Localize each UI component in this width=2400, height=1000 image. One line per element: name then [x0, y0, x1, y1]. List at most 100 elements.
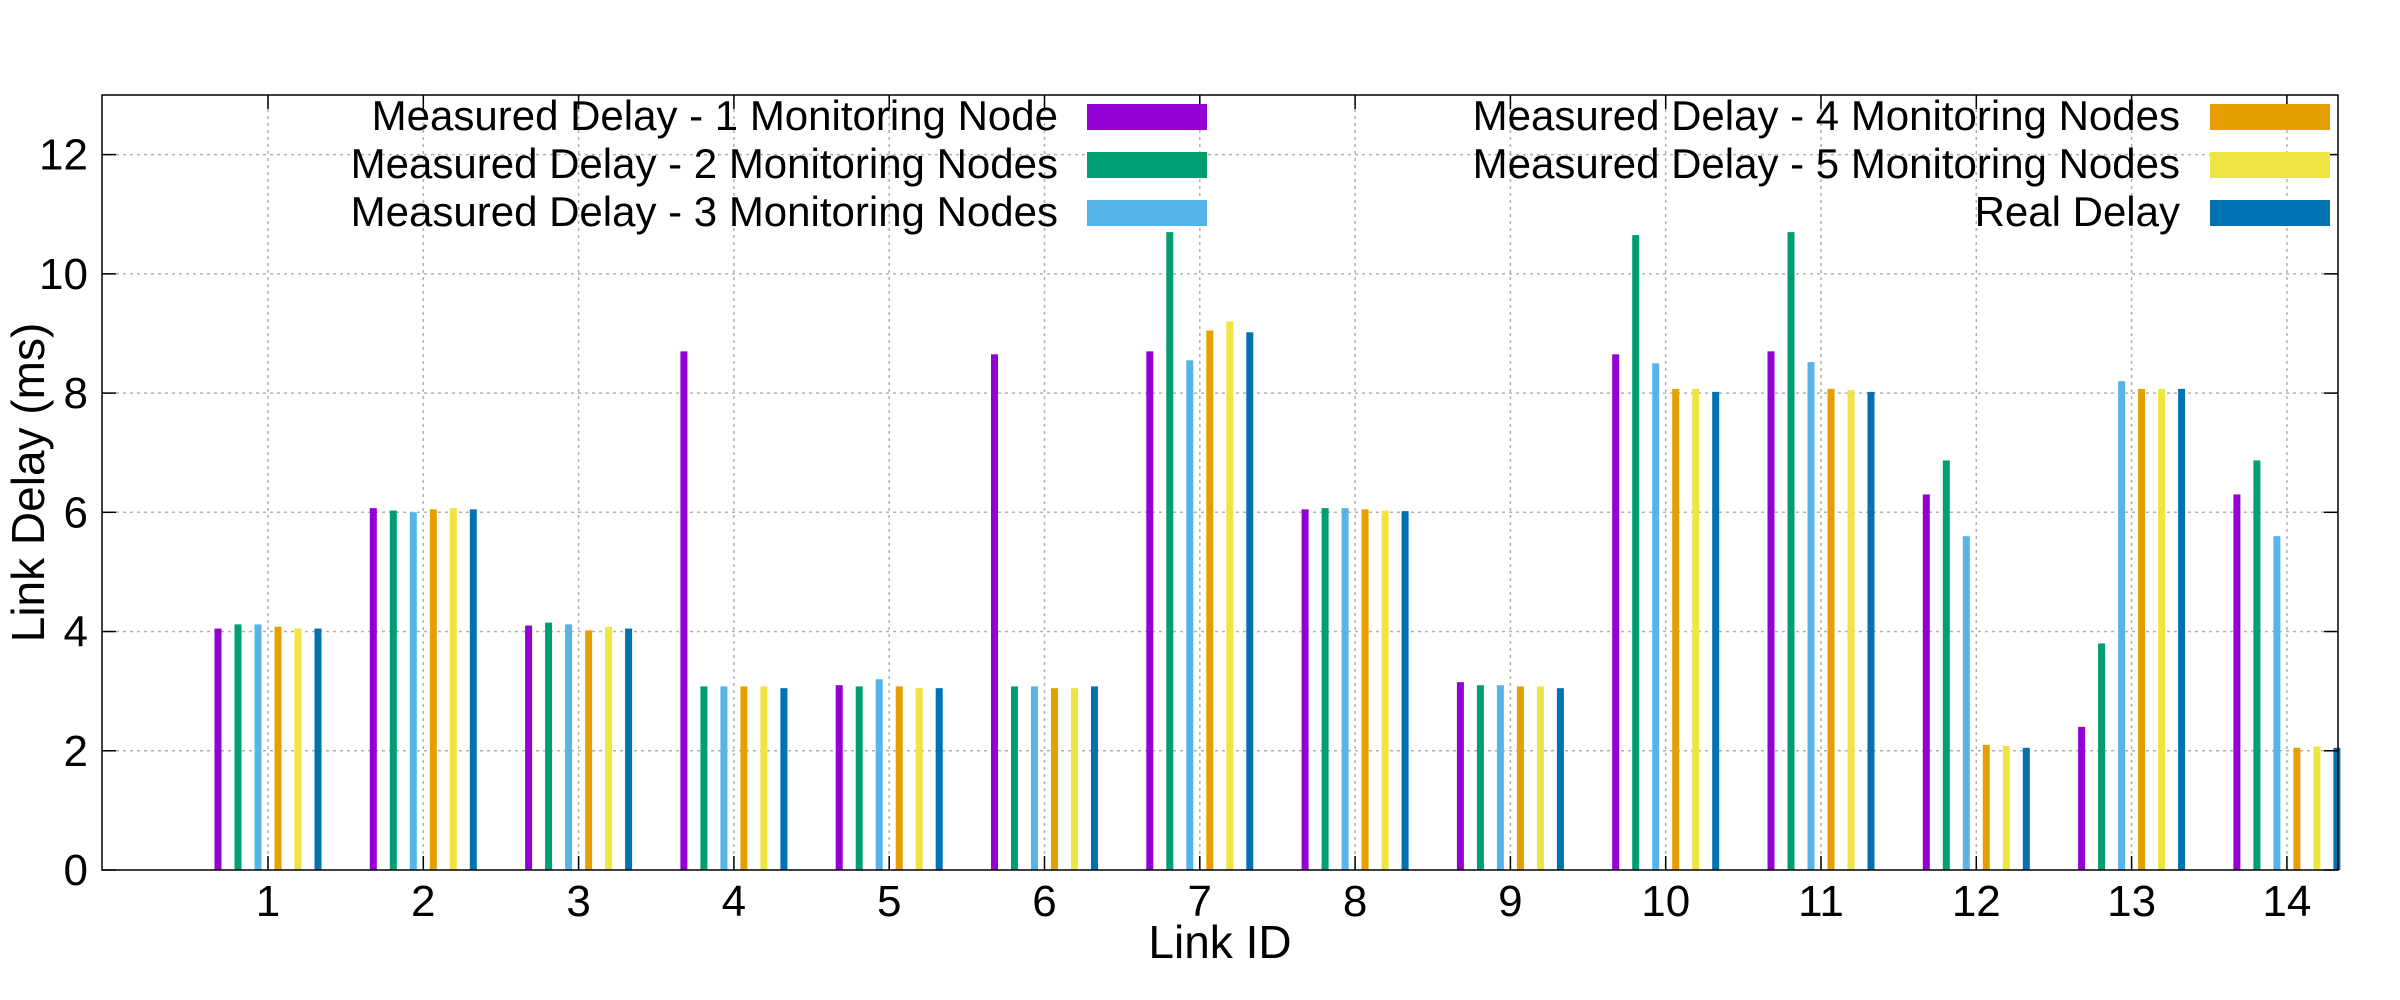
bar	[1166, 232, 1174, 871]
bar	[2293, 747, 2301, 870]
bar	[274, 626, 282, 870]
x-tick-label: 1	[256, 877, 280, 926]
y-tick-label: 12	[39, 131, 88, 180]
legend-swatch	[1087, 152, 1207, 178]
bar	[369, 508, 377, 870]
bar	[2158, 388, 2166, 870]
bar	[700, 686, 708, 870]
bar	[1516, 686, 1524, 870]
bar	[780, 688, 788, 870]
x-tick-label: 12	[1952, 877, 2001, 926]
bar	[1091, 686, 1098, 870]
bar	[1401, 511, 1409, 870]
bar	[565, 624, 573, 870]
legend-swatch	[2210, 200, 2330, 226]
legend-label: Measured Delay - 4 Monitoring Nodes	[1473, 92, 2180, 139]
y-tick-label: 0	[64, 846, 88, 895]
bar	[409, 512, 417, 870]
bar	[760, 686, 768, 870]
bar	[1226, 321, 1234, 870]
bar	[525, 625, 533, 870]
bar	[1381, 510, 1389, 870]
bar	[1787, 232, 1795, 871]
legend-label: Measured Delay - 2 Monitoring Nodes	[351, 140, 1058, 187]
bar	[449, 508, 457, 870]
y-tick-label: 6	[64, 488, 88, 537]
legend-label: Measured Delay - 1 Monitoring Node	[372, 92, 1058, 139]
y-tick-label: 8	[64, 369, 88, 418]
bar	[1767, 351, 1775, 870]
bar	[855, 686, 863, 870]
bar	[2273, 536, 2281, 870]
bar	[1536, 686, 1544, 870]
bar	[1556, 688, 1564, 870]
x-tick-labels: 1 2 3 4 5 6 7 8 9 10 11 12 13 14	[256, 877, 2312, 926]
y-tick-label: 2	[64, 727, 88, 776]
bar	[1867, 391, 1875, 870]
bar	[2138, 388, 2146, 870]
y-axis-label: Link Delay (ms)	[2, 323, 54, 643]
bar	[2022, 747, 2030, 870]
bars	[214, 232, 2341, 871]
x-tick-label: 9	[1498, 877, 1522, 926]
bar	[1361, 509, 1369, 870]
bar	[314, 628, 322, 870]
bar	[2118, 381, 2126, 870]
y-tick-labels: 0 2 4 6 8 10 12	[39, 131, 88, 895]
bar	[1246, 332, 1254, 870]
x-tick-label: 4	[722, 877, 746, 926]
y-tick-label: 10	[39, 250, 88, 299]
x-tick-label: 6	[1032, 877, 1056, 926]
bar	[1301, 509, 1309, 870]
bar	[740, 686, 748, 870]
bar	[835, 685, 843, 870]
bar	[1847, 390, 1855, 870]
bar	[2178, 388, 2186, 870]
x-tick-label: 10	[1641, 877, 1690, 926]
bar	[1692, 388, 1700, 870]
bar	[2078, 726, 2086, 870]
bar	[1612, 354, 1620, 871]
bar	[1051, 688, 1058, 870]
bar	[1186, 360, 1194, 870]
bar	[429, 509, 437, 870]
bar	[935, 688, 943, 870]
bar	[1146, 351, 1154, 870]
bar	[1982, 744, 1990, 870]
bar	[991, 354, 998, 871]
x-tick-label: 11	[1798, 877, 1844, 926]
bar	[585, 630, 593, 870]
x-tick-label: 2	[411, 877, 435, 926]
bar	[469, 509, 477, 870]
x-axis-label: Link ID	[1148, 916, 1291, 968]
x-tick-label: 8	[1343, 877, 1367, 926]
bar	[1712, 391, 1720, 870]
bar	[2002, 746, 2010, 870]
bar	[1807, 362, 1815, 870]
bar	[1652, 363, 1660, 870]
bar	[2333, 747, 2341, 870]
bar	[605, 626, 613, 870]
y-tick-label: 4	[64, 608, 88, 657]
bar	[1496, 685, 1504, 870]
bar	[294, 628, 302, 870]
bar	[1031, 686, 1038, 870]
legend-label: Measured Delay - 5 Monitoring Nodes	[1473, 140, 2180, 187]
bar	[1456, 682, 1464, 870]
x-tick-label: 14	[2262, 877, 2311, 926]
bar	[1321, 508, 1329, 870]
bar	[1672, 388, 1680, 870]
bar	[895, 686, 903, 870]
bar	[720, 686, 728, 870]
plot-frame	[101, 94, 2339, 871]
bar	[680, 351, 688, 870]
legend-label: Measured Delay - 3 Monitoring Nodes	[351, 188, 1058, 235]
bar	[2253, 460, 2261, 870]
bar	[545, 622, 553, 870]
bar	[1341, 508, 1349, 870]
bar	[915, 688, 923, 870]
bar	[1011, 686, 1018, 870]
bar	[234, 624, 242, 870]
bar	[2233, 494, 2241, 870]
